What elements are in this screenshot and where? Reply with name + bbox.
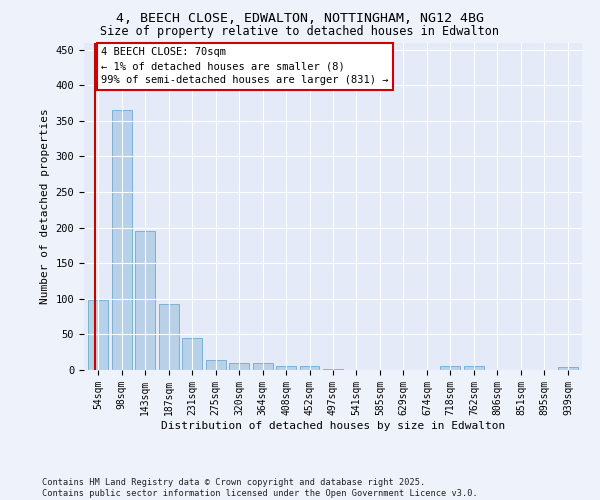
Bar	[88, 300, 108, 370]
Bar	[158, 304, 179, 370]
Bar	[299, 366, 319, 370]
Bar	[112, 110, 131, 370]
Text: 4, BEECH CLOSE, EDWALTON, NOTTINGHAM, NG12 4BG: 4, BEECH CLOSE, EDWALTON, NOTTINGHAM, NG…	[116, 12, 484, 26]
Bar	[206, 360, 226, 370]
Bar	[229, 363, 249, 370]
X-axis label: Distribution of detached houses by size in Edwalton: Distribution of detached houses by size …	[161, 420, 505, 430]
Text: 4 BEECH CLOSE: 70sqm
← 1% of detached houses are smaller (8)
99% of semi-detache: 4 BEECH CLOSE: 70sqm ← 1% of detached ho…	[101, 48, 389, 86]
Bar	[440, 366, 460, 370]
Text: Size of property relative to detached houses in Edwalton: Size of property relative to detached ho…	[101, 25, 499, 38]
Y-axis label: Number of detached properties: Number of detached properties	[40, 108, 50, 304]
Bar	[135, 231, 155, 370]
Bar	[182, 338, 202, 370]
Bar	[558, 367, 578, 370]
Bar	[253, 363, 272, 370]
Text: Contains HM Land Registry data © Crown copyright and database right 2025.
Contai: Contains HM Land Registry data © Crown c…	[42, 478, 478, 498]
Bar	[276, 366, 296, 370]
Bar	[464, 366, 484, 370]
